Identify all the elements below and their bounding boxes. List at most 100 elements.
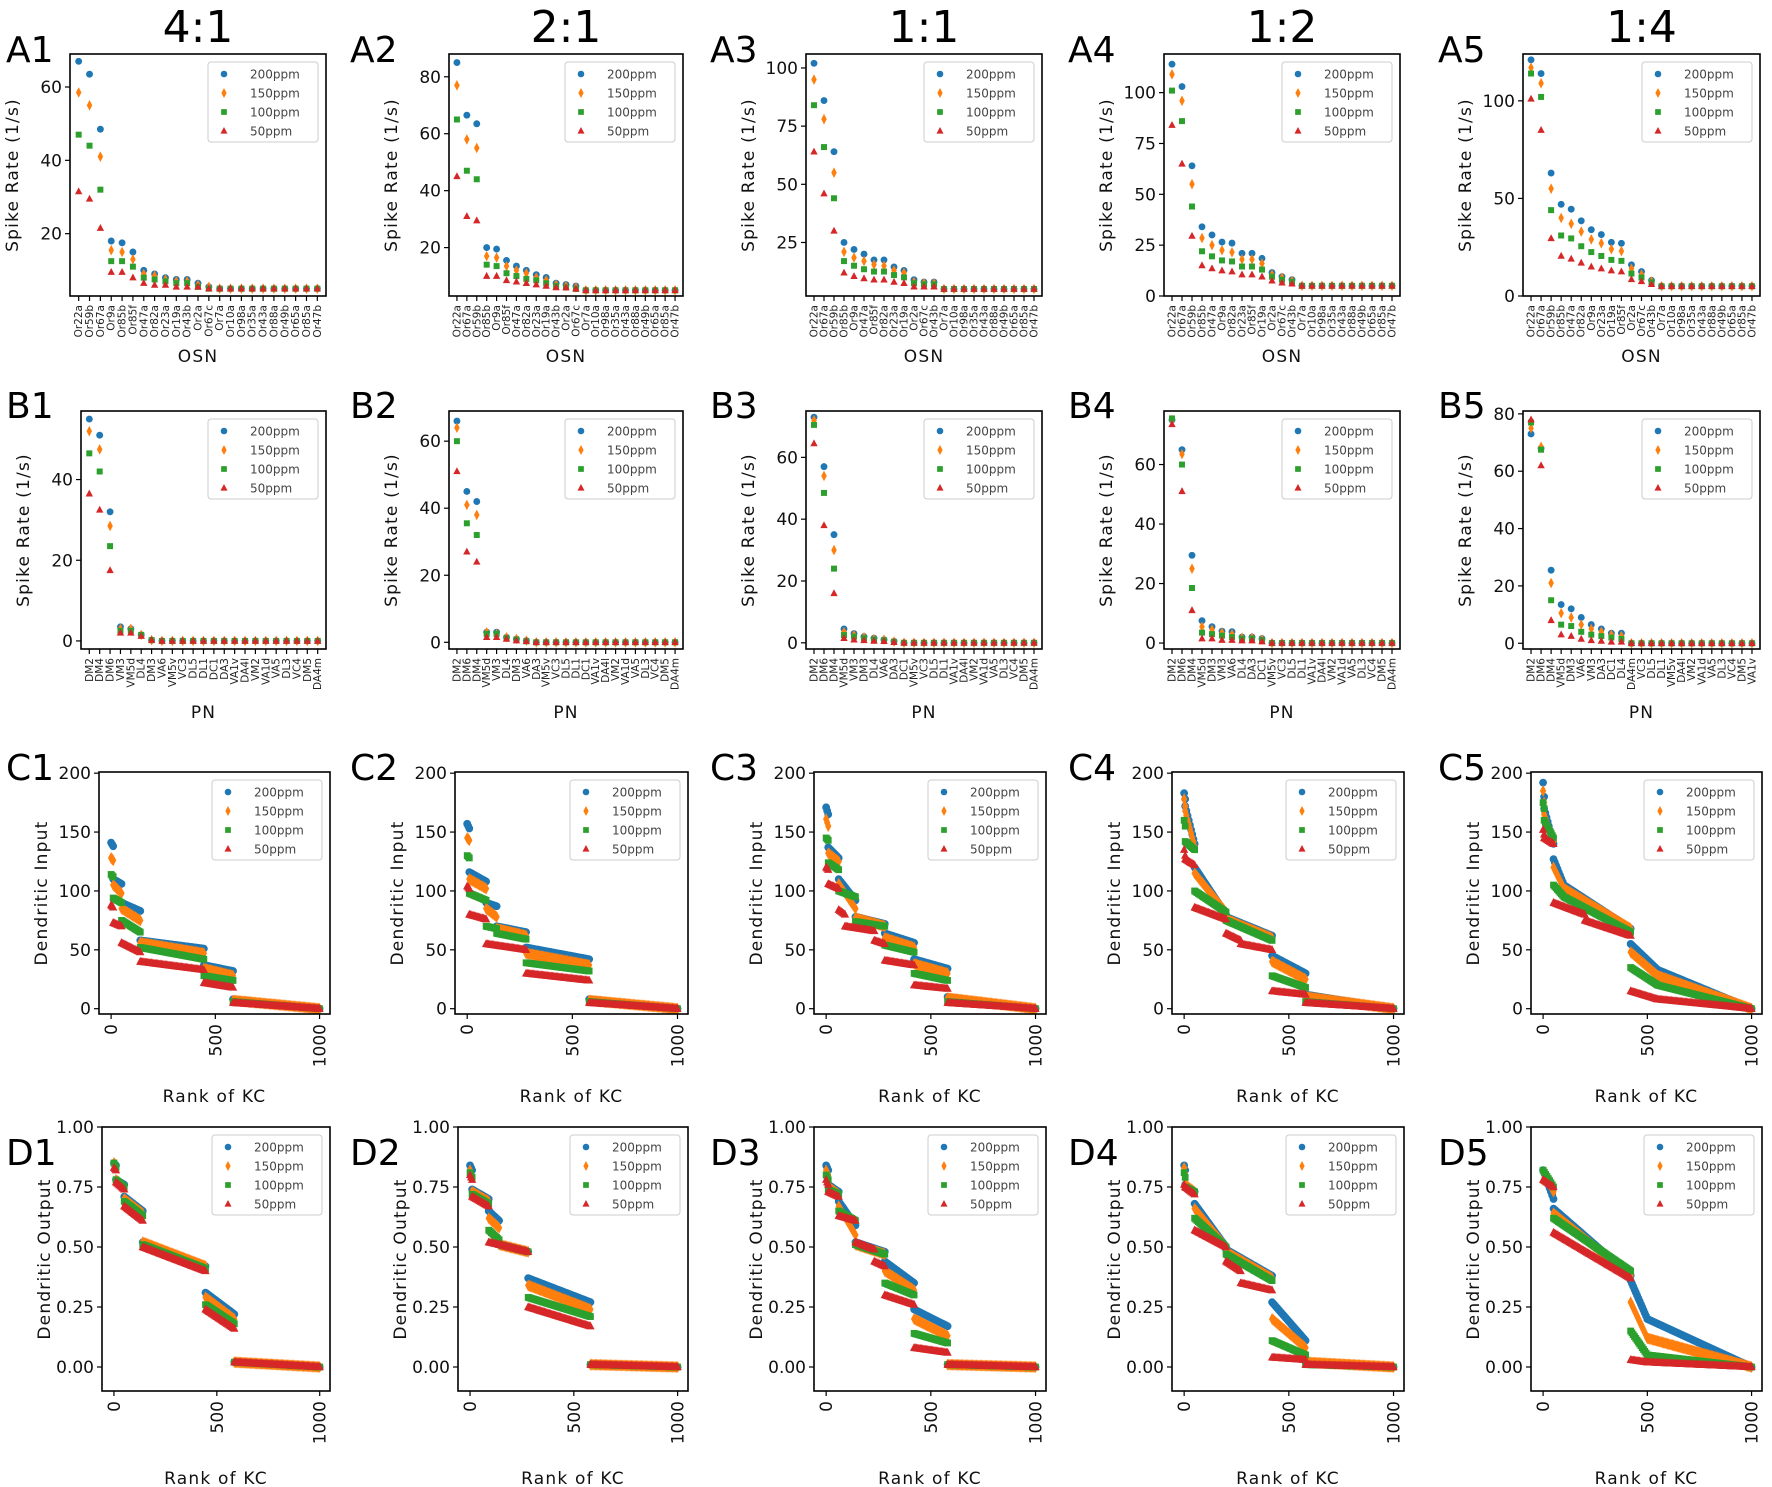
x-tick-label: Or10a [590, 305, 602, 337]
legend-marker-icon [1294, 427, 1302, 435]
data-point [870, 275, 878, 283]
data-point [830, 531, 838, 539]
data-point [1688, 282, 1696, 290]
data-point [483, 261, 490, 268]
legend-label: 50ppm [254, 843, 296, 857]
legend-marker-icon [578, 466, 584, 472]
data-point [1168, 420, 1176, 428]
data-point [1031, 1004, 1040, 1012]
data-point [572, 284, 580, 292]
data-point [1578, 243, 1585, 250]
data-point [1199, 629, 1205, 636]
legend-label: 50ppm [1684, 125, 1726, 139]
data-point [1558, 212, 1564, 224]
x-tick-label: Or49b [1357, 305, 1369, 338]
data-point [1617, 267, 1626, 275]
data-point [110, 854, 117, 867]
data-point [831, 167, 837, 178]
data-point [943, 984, 952, 992]
x-tick-label: VM2 [969, 658, 981, 681]
x-tick-label: Or67a [819, 305, 831, 337]
legend-marker-icon [224, 845, 232, 852]
data-point [1718, 282, 1726, 290]
data-point [980, 284, 988, 292]
x-tick-label: Or65a [290, 305, 302, 337]
data-point [1567, 605, 1575, 613]
data-point [860, 636, 868, 644]
x-tick-label: Or9a [849, 305, 861, 331]
data-point [834, 883, 843, 892]
axes-frame [805, 410, 1043, 650]
x-tick-label: Or88a [630, 305, 642, 337]
y-tick-label: 20 [776, 572, 798, 592]
data-point [1527, 94, 1535, 102]
data-point [821, 113, 827, 125]
x-tick-label: Or82a [879, 305, 891, 337]
y-axis-label: Dendritic Input [1464, 821, 1484, 966]
x-axis-label: Rank of KC [520, 1087, 624, 1107]
data-point [137, 914, 144, 927]
legend-label: 50ppm [612, 843, 654, 857]
legend-label: 200ppm [250, 68, 300, 82]
legend-marker-icon [221, 109, 227, 115]
x-tick-label: Or49b [1716, 305, 1728, 338]
x-axis-label: Rank of KC [1236, 1087, 1340, 1107]
x-tick-label: DC1 [1257, 658, 1269, 680]
data-point [281, 284, 289, 292]
data-point [1617, 637, 1626, 645]
panel-label: B1 [6, 386, 54, 427]
data-point [852, 902, 859, 915]
data-point [453, 467, 461, 475]
data-point [1238, 636, 1246, 644]
series-50ppm [810, 439, 1038, 646]
y-axis-label: Spike Rate (1/s) [1456, 98, 1476, 252]
x-tick-label: DM4 [94, 658, 106, 682]
data-point [168, 636, 177, 644]
data-point [1608, 256, 1615, 263]
panel-B4: B40204060DM2DM6DM4VM5dDM3VM3VA6DL4DA3DC1… [1068, 386, 1401, 723]
data-point [1557, 251, 1565, 259]
x-tick-label: 500 [206, 1024, 226, 1056]
data-point [1378, 638, 1386, 646]
data-point [1378, 281, 1386, 289]
x-tick-label: Or43b [1646, 305, 1658, 338]
data-point [158, 636, 166, 644]
x-tick-label: DM3 [859, 658, 871, 682]
data-point [1198, 223, 1206, 231]
data-point [1577, 614, 1585, 621]
x-tick-label: Or35a [247, 305, 259, 337]
legend-marker-icon [221, 466, 227, 472]
y-tick-label: 40 [1493, 520, 1515, 540]
y-tick-label: 100 [59, 882, 91, 902]
panel-label: A5 [1438, 30, 1486, 71]
y-tick-label: 150 [1132, 823, 1164, 843]
x-tick-label: 1000 [1385, 1024, 1405, 1067]
legend-marker-icon [583, 805, 589, 817]
data-point [513, 273, 520, 280]
data-point [1547, 169, 1555, 177]
legend-label: 150ppm [970, 805, 1020, 819]
data-point [1677, 282, 1686, 290]
data-point [453, 438, 460, 445]
data-point [1218, 238, 1226, 246]
x-tick-label: VA1d [1337, 658, 1349, 685]
data-point [1268, 638, 1276, 646]
data-point [890, 638, 898, 645]
data-point [1588, 234, 1595, 245]
legend-marker-icon [221, 444, 227, 456]
panel-label: A3 [710, 30, 758, 71]
x-tick-label: Or98a [959, 305, 971, 337]
axes-frame [805, 53, 1043, 297]
data-point [229, 977, 237, 984]
data-point [1588, 631, 1595, 638]
legend-label: 50ppm [250, 125, 292, 139]
x-tick-label: 0 [102, 1024, 122, 1035]
x-axis-label: OSN [904, 347, 945, 367]
data-point [228, 982, 238, 991]
data-point [1030, 638, 1038, 646]
x-tick-label: VA6 [1576, 658, 1588, 679]
y-tick-label: 50 [784, 941, 806, 961]
